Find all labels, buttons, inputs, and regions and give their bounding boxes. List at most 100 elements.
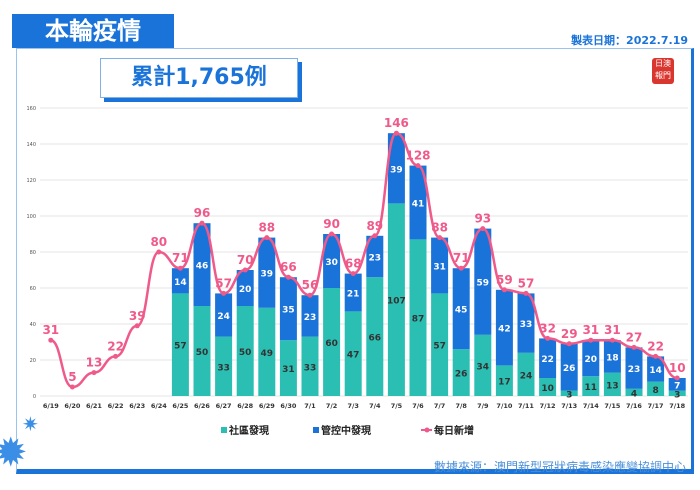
community-value-label: 11 (585, 383, 598, 393)
bar-controlled (236, 270, 254, 306)
y-tick-label: 40 (30, 322, 36, 328)
x-tick-label: 6/19 (43, 402, 59, 410)
bar-controlled (387, 133, 405, 204)
controlled-value-label: 18 (606, 353, 619, 363)
daily-value-label: 27 (626, 330, 643, 344)
community-value-label: 49 (261, 349, 274, 359)
controlled-value-label: 31 (433, 263, 446, 273)
bar-controlled (323, 234, 341, 288)
x-tick-label: 7/15 (604, 402, 620, 410)
daily-value-label: 31 (604, 323, 621, 337)
x-tick-label: 7/11 (518, 402, 534, 410)
controlled-value-label: 33 (520, 320, 533, 330)
bar-controlled (193, 223, 211, 306)
chart-frame (16, 48, 694, 474)
legend-label: 每日新增 (434, 424, 474, 437)
daily-point (221, 290, 227, 296)
community-value-label: 33 (217, 363, 230, 373)
bar-community (301, 336, 319, 396)
controlled-value-label: 35 (282, 306, 295, 316)
x-tick-label: 7/4 (369, 402, 381, 410)
daily-point (177, 265, 183, 271)
x-tick-label: 6/22 (108, 402, 124, 410)
bar-controlled (301, 295, 319, 337)
daily-point (113, 353, 119, 359)
y-tick-label: 80 (30, 250, 36, 256)
daily-value-label: 5 (68, 370, 76, 384)
y-tick-label: 140 (26, 142, 36, 148)
x-tick-label: 6/24 (151, 402, 167, 410)
x-tick-label: 7/9 (477, 402, 489, 410)
x-tick-label: 6/28 (237, 402, 253, 410)
daily-value-label: 22 (647, 339, 664, 353)
bar-community (431, 293, 449, 396)
daily-value-label: 68 (345, 257, 362, 271)
page-title: 本輪疫情 (12, 14, 174, 48)
daily-value-label: 146 (384, 116, 409, 130)
community-value-label: 60 (325, 339, 338, 349)
legend-marker (424, 427, 430, 433)
bar-community (560, 390, 578, 396)
daily-value-label: 39 (129, 309, 146, 323)
bar-controlled (517, 293, 535, 353)
daily-point (545, 335, 551, 341)
bar-community (344, 311, 362, 396)
community-value-label: 3 (566, 390, 572, 400)
daily-point (609, 337, 615, 343)
daily-value-label: 10 (669, 361, 686, 375)
controlled-value-label: 20 (585, 355, 598, 365)
community-value-label: 10 (541, 384, 554, 394)
controlled-value-label: 7 (674, 381, 680, 391)
bar-community (258, 307, 276, 396)
bar-community (517, 352, 535, 396)
controlled-value-label: 26 (563, 364, 576, 374)
bar-controlled (647, 356, 665, 382)
data-source: 數據來源：澳門新型冠狀病毒感染應變協調中心 (433, 460, 686, 474)
bar-controlled (668, 378, 686, 391)
bar-controlled (560, 343, 578, 391)
daily-value-label: 32 (539, 321, 556, 335)
daily-value-label: 57 (518, 276, 535, 290)
controlled-value-label: 14 (174, 278, 187, 288)
community-value-label: 50 (239, 348, 252, 358)
bar-community (279, 340, 297, 396)
daily-point (653, 353, 659, 359)
legend-label: 社區發現 (228, 424, 269, 437)
bar-controlled (366, 235, 384, 278)
community-value-label: 87 (412, 315, 425, 325)
daily-point (329, 231, 335, 237)
controlled-value-label: 30 (325, 258, 338, 268)
y-tick-label: 160 (26, 106, 36, 112)
x-tick-label: 7/2 (326, 402, 337, 410)
daily-point (264, 235, 270, 241)
daily-point (566, 341, 572, 347)
community-value-label: 66 (369, 334, 382, 344)
bar-controlled (474, 228, 492, 335)
virus-icon-large: ✹ (0, 430, 28, 476)
virus-icon: ✷ (22, 412, 39, 436)
bar-community (474, 334, 492, 396)
controlled-value-label: 23 (304, 313, 317, 323)
x-tick-label: 7/10 (496, 402, 512, 410)
x-tick-label: 6/20 (64, 402, 80, 410)
daily-value-label: 89 (366, 219, 383, 233)
bar-controlled (452, 268, 470, 350)
community-value-label: 57 (433, 342, 446, 352)
x-tick-label: 6/25 (172, 402, 188, 410)
daily-point (415, 163, 421, 169)
community-value-label: 4 (631, 389, 637, 399)
y-tick-label: 20 (30, 358, 36, 364)
legend-swatch (313, 427, 319, 433)
bar-community (495, 365, 513, 396)
bar-controlled (431, 237, 449, 294)
bar-community (582, 376, 600, 396)
controlled-value-label: 20 (239, 285, 252, 295)
controlled-value-label: 22 (541, 355, 554, 365)
daily-value-label: 80 (150, 235, 167, 249)
bar-controlled (344, 273, 362, 312)
controlled-value-label: 23 (628, 365, 641, 375)
controlled-value-label: 45 (455, 306, 468, 316)
daily-point (134, 323, 140, 329)
community-value-label: 13 (606, 381, 619, 391)
daily-value-label: 56 (302, 278, 319, 292)
